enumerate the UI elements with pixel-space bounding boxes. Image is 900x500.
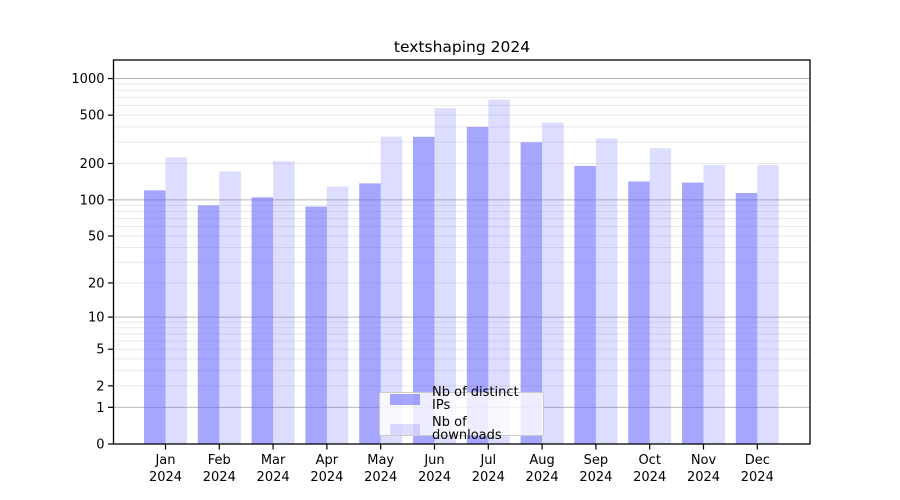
bar-distinct-ips-mar [251, 197, 274, 444]
bar-downloads-sep [595, 138, 618, 444]
bar-downloads-may [380, 136, 403, 444]
x-tick-year-nov: 2024 [687, 470, 720, 485]
bar-downloads-jan [165, 157, 187, 444]
x-tick-label-jul: Jul [479, 453, 496, 468]
y-tick-label-5: 5 [96, 343, 104, 358]
bar-downloads-apr [326, 186, 349, 445]
x-tick-label-mar: Mar [261, 453, 286, 468]
x-tick-year-may: 2024 [364, 470, 397, 485]
x-tick-label-oct: Oct [638, 453, 660, 468]
bar-downloads-dec [757, 164, 779, 444]
x-tick-year-jun: 2024 [418, 470, 451, 485]
x-tick-year-oct: 2024 [633, 470, 666, 485]
x-tick-year-apr: 2024 [310, 470, 343, 485]
y-tick-label-10: 10 [88, 311, 105, 326]
x-tick-label-feb: Feb [208, 453, 231, 468]
bar-distinct-ips-aug [520, 142, 543, 444]
bar-distinct-ips-jul [466, 126, 489, 445]
chart-title: textshaping 2024 [394, 38, 530, 56]
legend-swatch-distinct-ips [390, 393, 420, 405]
x-tick-label-apr: Apr [316, 453, 339, 468]
y-tick-label-1: 1 [96, 401, 104, 416]
bar-distinct-ips-oct [628, 181, 650, 445]
bar-downloads-aug [542, 122, 564, 445]
bar-distinct-ips-sep [574, 165, 596, 445]
y-tick-label-0: 0 [96, 438, 104, 453]
legend-label-distinct-ips: Nb of distinct IPs [432, 385, 519, 413]
y-tick-label-500: 500 [80, 109, 105, 124]
x-tick-label-dec: Dec [745, 453, 770, 468]
bar-distinct-ips-dec [735, 192, 758, 444]
bar-downloads-jun [434, 108, 456, 445]
bar-distinct-ips-feb [197, 205, 220, 444]
bar-downloads-nov [703, 165, 725, 444]
legend-label-downloads: Nb of downloads [432, 415, 502, 443]
x-tick-year-sep: 2024 [579, 470, 612, 485]
x-tick-year-jul: 2024 [472, 470, 505, 485]
bar-downloads-jul [488, 99, 510, 445]
x-tick-year-feb: 2024 [203, 470, 236, 485]
x-tick-year-jan: 2024 [149, 470, 182, 485]
bar-distinct-ips-nov [682, 182, 704, 444]
bar-downloads-feb [219, 171, 241, 445]
x-tick-year-aug: 2024 [526, 470, 559, 485]
legend-item-distinct-ips: Nb of distinct IPs [390, 386, 533, 412]
y-tick-label-1000: 1000 [71, 72, 104, 87]
y-tick-label-2: 2 [96, 379, 104, 394]
y-tick-label-50: 50 [88, 230, 105, 245]
x-tick-year-dec: 2024 [741, 470, 774, 485]
bar-downloads-oct [649, 148, 672, 444]
bar-downloads-mar [273, 161, 295, 444]
x-tick-label-jun: Jun [423, 453, 444, 468]
legend-item-downloads: Nb of downloads [390, 416, 533, 442]
x-tick-label-sep: Sep [584, 453, 609, 468]
bar-distinct-ips-jun [413, 136, 435, 444]
bar-distinct-ips-may [359, 183, 381, 444]
bar-distinct-ips-jan [144, 190, 166, 444]
legend: Nb of distinct IPs Nb of downloads [379, 386, 544, 442]
x-tick-year-mar: 2024 [257, 470, 290, 485]
legend-swatch-downloads [390, 423, 420, 435]
x-tick-label-may: May [367, 453, 394, 468]
x-tick-label-nov: Nov [691, 453, 717, 468]
y-tick-label-100: 100 [80, 193, 105, 208]
y-tick-label-200: 200 [80, 157, 105, 172]
x-tick-label-aug: Aug [529, 453, 554, 468]
y-tick-label-20: 20 [88, 276, 105, 291]
plot-border [112, 59, 811, 445]
x-tick-label-jan: Jan [154, 453, 175, 468]
bar-distinct-ips-apr [305, 206, 327, 444]
